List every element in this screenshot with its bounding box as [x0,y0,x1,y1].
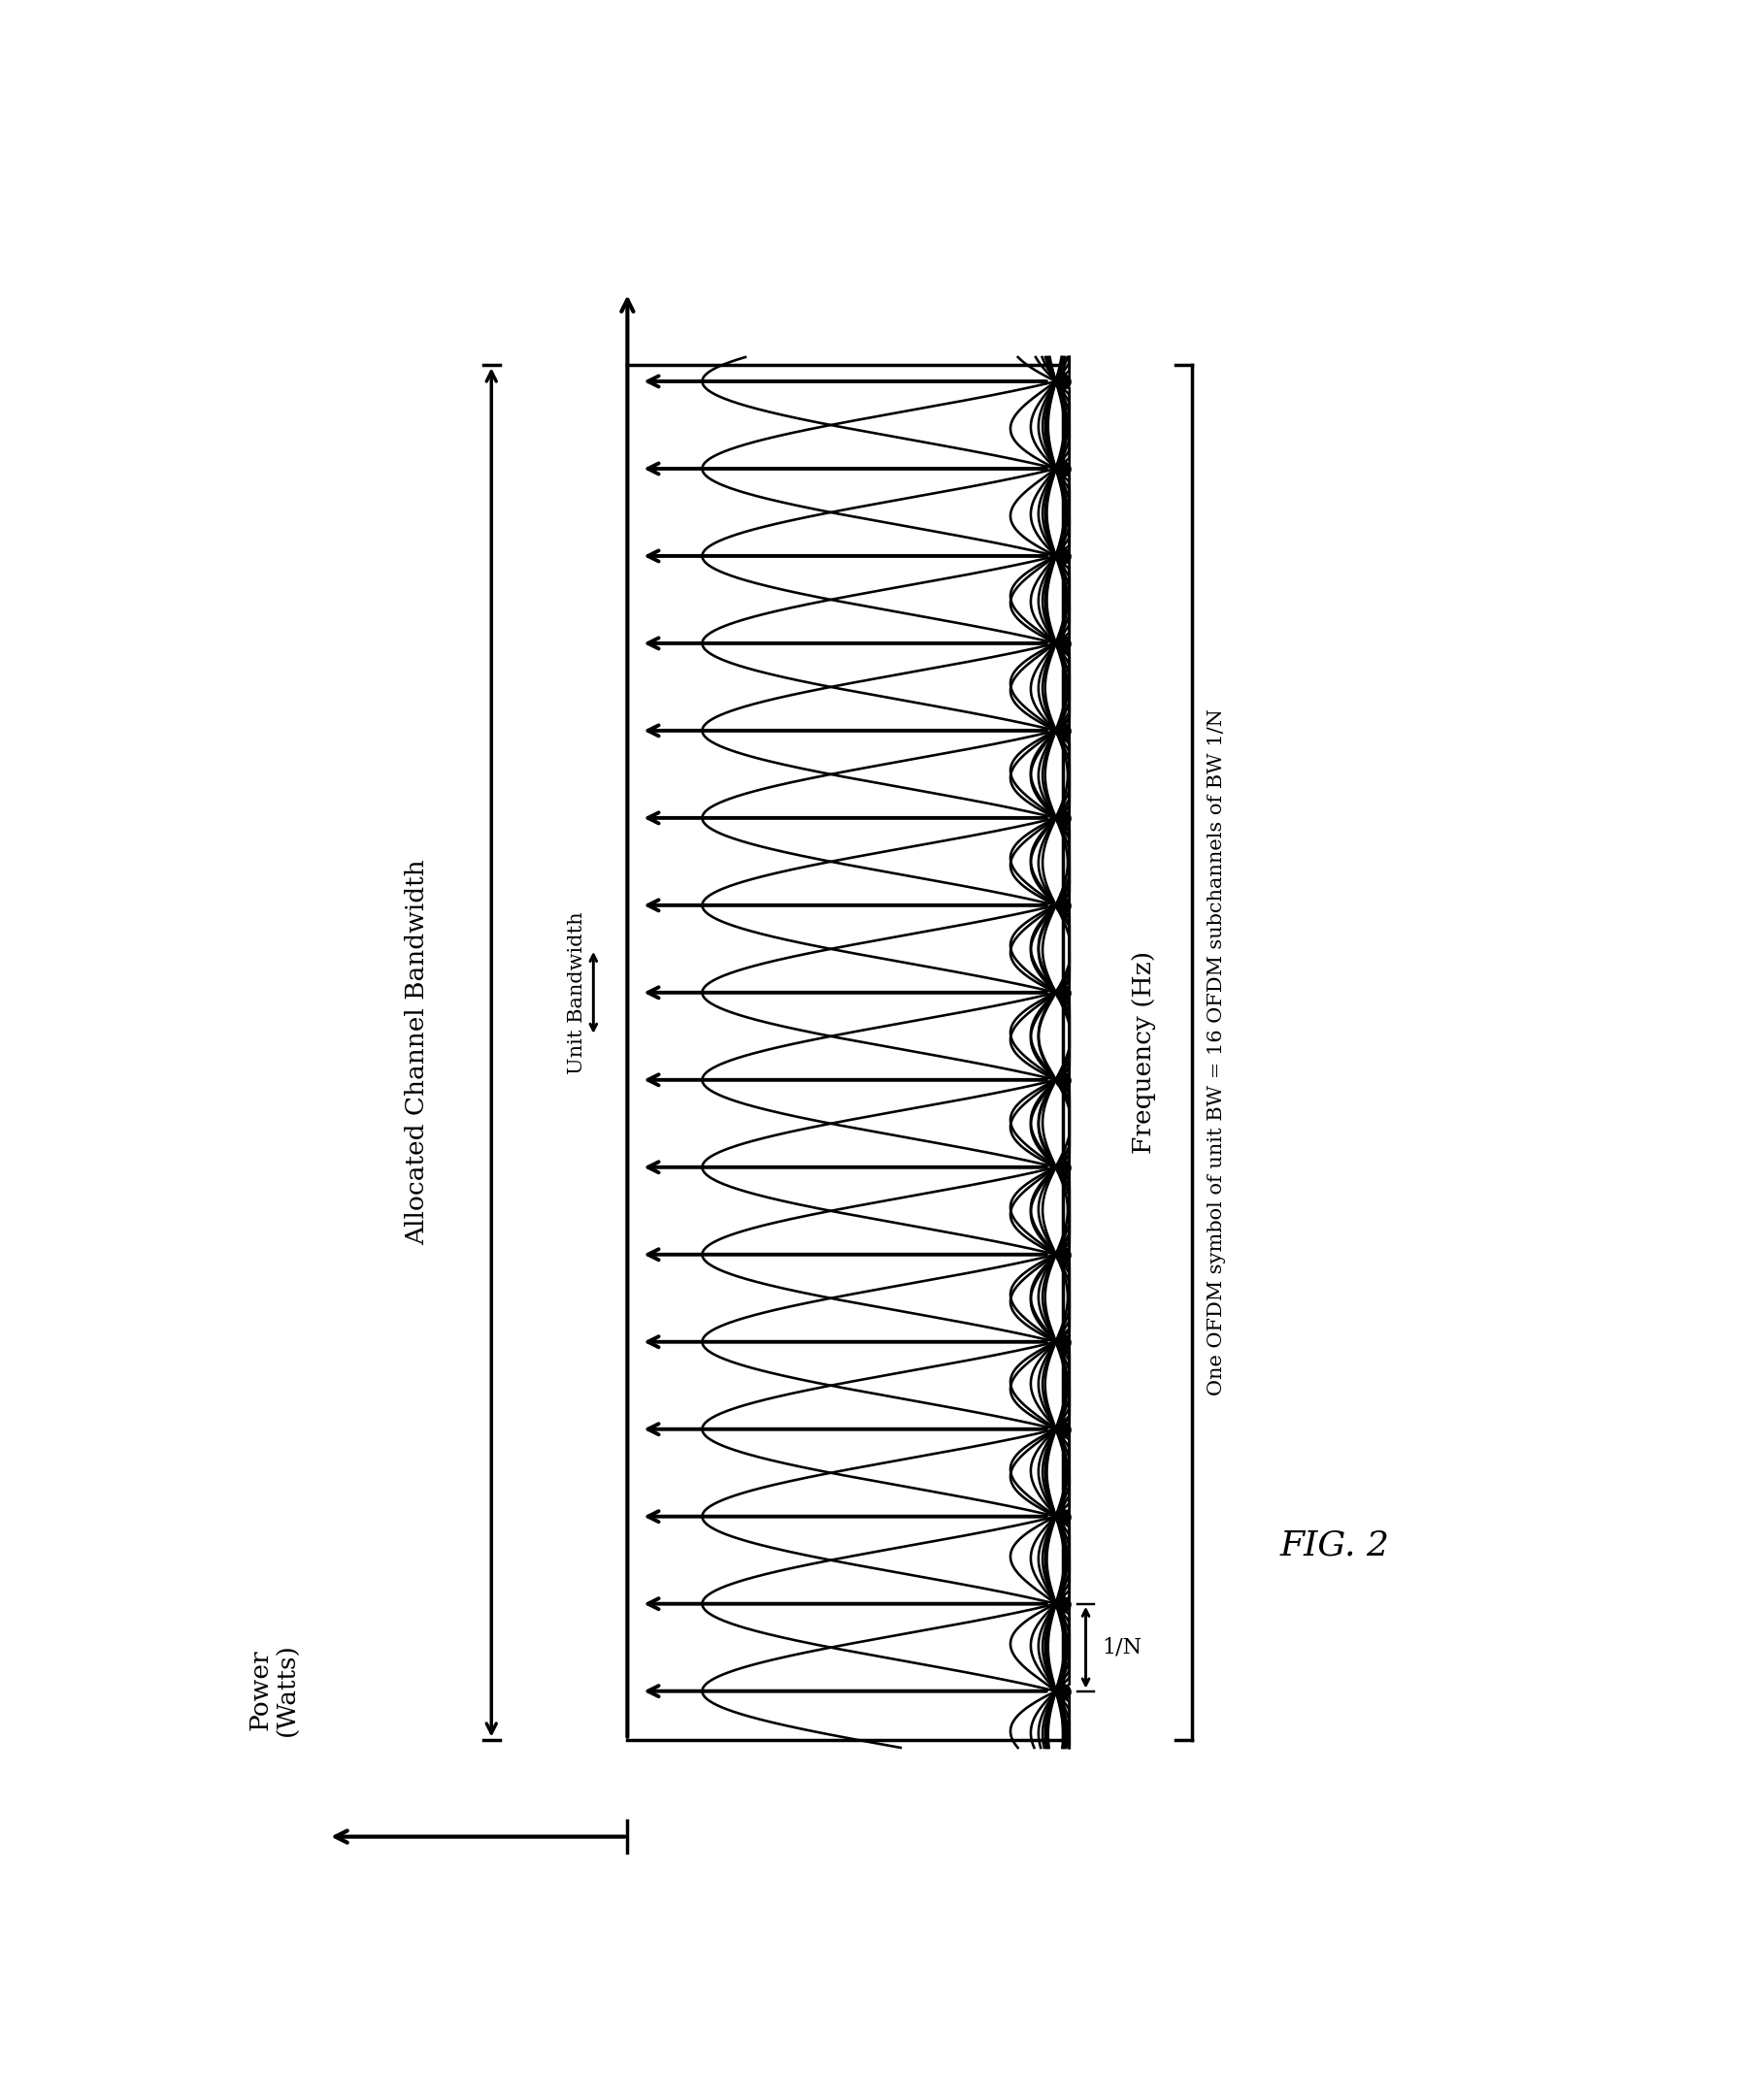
Text: Power
(Watts): Power (Watts) [247,1644,300,1737]
Text: Allocated Channel Bandwidth: Allocated Channel Bandwidth [403,859,428,1245]
Text: Frequency (Hz): Frequency (Hz) [1131,951,1156,1153]
Text: FIG. 2: FIG. 2 [1279,1529,1389,1562]
Text: Unit Bandwidth: Unit Bandwidth [568,911,586,1073]
Text: One OFDM symbol of unit BW = 16 OFDM subchannels of BW 1/N: One OFDM symbol of unit BW = 16 OFDM sub… [1207,710,1224,1396]
Text: 1/N: 1/N [1102,1636,1142,1659]
